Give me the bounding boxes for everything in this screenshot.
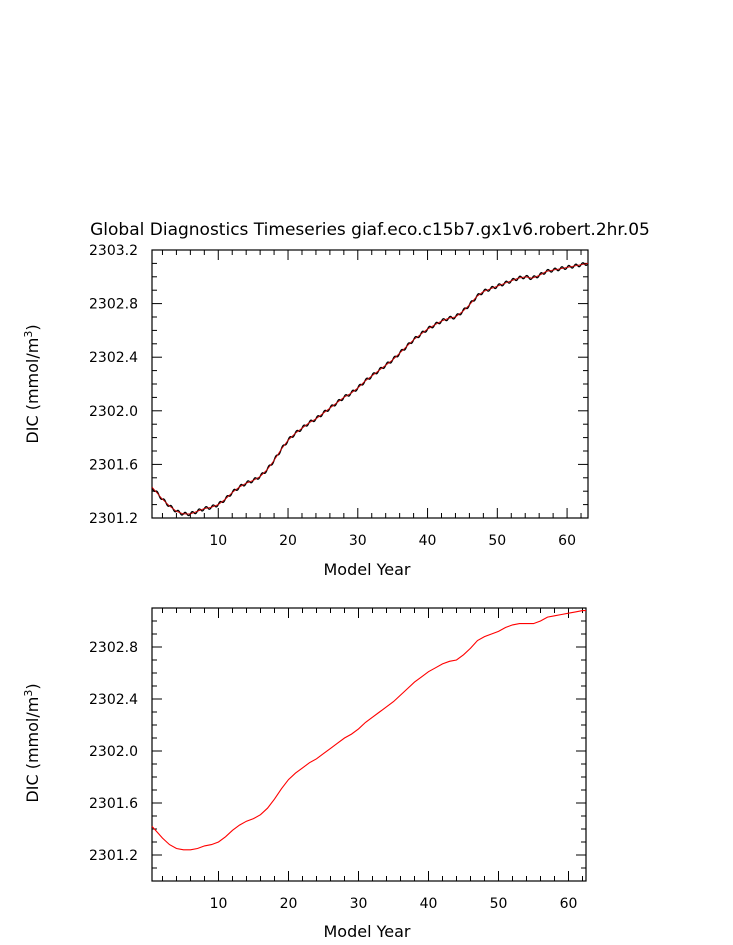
x-axis-label: Model Year xyxy=(324,560,411,579)
y-tick-label: 2302.0 xyxy=(89,744,138,760)
y-axis-label: DIC (mmol/m3) xyxy=(22,683,43,802)
x-tick-labels: 10 20 30 40 50 60 xyxy=(209,533,576,549)
x-tick-label: 20 xyxy=(279,533,297,549)
series-line-annual-overlay xyxy=(151,262,589,515)
y-tick-label: 2301.2 xyxy=(89,848,138,864)
y-tick-label: 2303.2 xyxy=(89,243,138,259)
x-tick-label: 50 xyxy=(488,533,506,549)
y-tick-label: 2301.6 xyxy=(89,457,138,473)
y-tick-label: 2302.4 xyxy=(89,692,138,708)
x-tick-label: 30 xyxy=(349,533,367,549)
axis-ticks xyxy=(152,608,586,881)
y-tick-label: 2302.8 xyxy=(89,297,138,313)
chart-bottom: 10 20 30 40 50 60 2301.22301.62302.02302.4230… xyxy=(22,607,587,941)
y-tick-labels: 2301.2 2301.6 2302.0 2302.4 2302.8 xyxy=(89,640,138,864)
x-tick-labels: 10 20 30 40 50 60 xyxy=(210,896,578,912)
y-tick-label: 2301.2 xyxy=(89,511,138,527)
y-tick-label: 2302.0 xyxy=(89,404,138,420)
series-line-monthly xyxy=(151,262,588,517)
y-tick-label: 2301.6 xyxy=(89,796,138,812)
x-tick-label: 40 xyxy=(419,533,437,549)
series-lines xyxy=(151,262,589,517)
x-tick-label: 30 xyxy=(350,896,368,912)
series-line-annual xyxy=(151,610,586,851)
y-tick-label: 2302.8 xyxy=(89,640,138,656)
x-tick-label: 40 xyxy=(420,896,438,912)
series-lines xyxy=(151,610,586,851)
y-tick-label: 2302.4 xyxy=(89,350,138,366)
x-axis-label: Model Year xyxy=(324,922,411,941)
y-axis-label: DIC (mmol/m3) xyxy=(22,324,43,443)
chart-top: Global Diagnostics Timeseries giaf.eco.c… xyxy=(22,220,650,579)
x-tick-label: 10 xyxy=(209,533,227,549)
plot-frame xyxy=(151,249,589,519)
x-tick-label: 60 xyxy=(558,533,576,549)
axis-ticks xyxy=(152,249,588,519)
x-tick-label: 60 xyxy=(560,896,578,912)
plot-frame xyxy=(151,607,587,882)
x-tick-label: 20 xyxy=(280,896,298,912)
y-tick-labels: 2301.2 2301.6 2302.0 2302.4 2302.8 2303.2 xyxy=(89,243,138,527)
x-tick-label: 50 xyxy=(490,896,508,912)
x-tick-label: 10 xyxy=(210,896,228,912)
chart-title: Global Diagnostics Timeseries giaf.eco.c… xyxy=(90,220,650,240)
